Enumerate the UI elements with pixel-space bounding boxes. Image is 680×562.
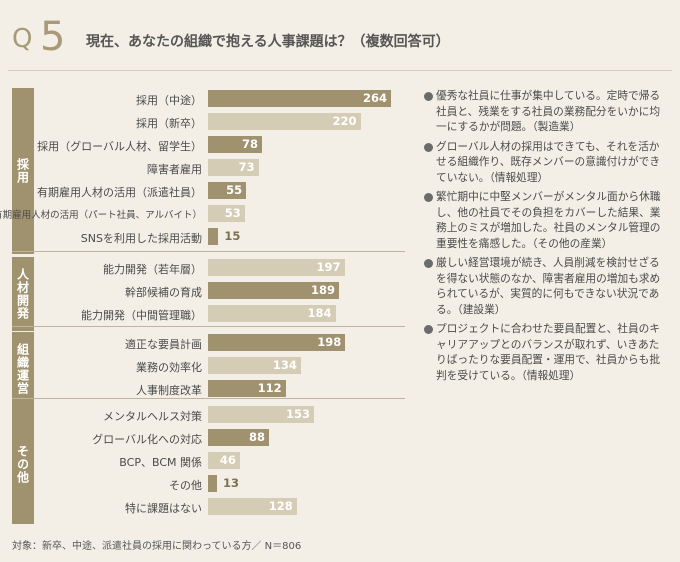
comment-text: グローバル人材の採用はできても、それを活かせる組織作り、既存メンバーの意識付けが… <box>436 139 661 184</box>
bar-value-label: 55 <box>226 183 243 197</box>
comment-text: 繁忙期中に中堅メンバーがメンタル面から休職し、他の社員でその負担をカバーした結果… <box>436 190 661 250</box>
comment-text: プロジェクトに合わせた要員配置と、社員のキャリアアップとのバランスが取れず、いき… <box>436 322 661 382</box>
question-number: 5 <box>40 14 66 60</box>
bullet-icon <box>424 92 433 101</box>
bar <box>208 429 269 446</box>
bar-category-label: 採用（新卒） <box>136 117 202 130</box>
bar-value-label: 189 <box>310 283 335 297</box>
bar-category-label: メンタルヘルス対策 <box>103 410 202 423</box>
bar-value-label: 46 <box>219 453 236 467</box>
bar-category-label: 特に課題はない <box>125 502 202 515</box>
bar-category-label: 幹部候補の育成 <box>125 286 202 299</box>
group-tab-3: その他 <box>12 404 34 524</box>
question-prefix: Q <box>12 24 33 54</box>
question-title: 現在、あなたの組織で抱える人事課題は？（複数回答可） <box>86 34 450 50</box>
comment-item: 優秀な社員に仕事が集中している。定時で帰る社員と、残業をする社員の業務配分をいか… <box>424 88 664 135</box>
bar-category-label: 採用（中途） <box>136 94 202 107</box>
bar <box>208 205 245 222</box>
header-divider <box>8 70 672 71</box>
bar-category-label: BCP、BCM 関係 <box>119 456 202 469</box>
bar-value-label: 134 <box>272 358 297 372</box>
bar-value-label: 73 <box>238 160 255 174</box>
bar-category-label: 業務の効率化 <box>136 361 202 374</box>
group-separator <box>12 398 405 399</box>
comments-list: 優秀な社員に仕事が集中している。定時で帰る社員と、残業をする社員の業務配分をいか… <box>424 88 664 387</box>
group-tab-2: 組織運営 <box>12 332 34 406</box>
bullet-icon <box>424 142 433 152</box>
comment-item: 繁忙期中に中堅メンバーがメンタル面から休職し、他の社員でその負担をカバーした結果… <box>424 189 664 251</box>
bar-category-label: 能力開発（若年層） <box>103 263 202 276</box>
comment-item: プロジェクトに合わせた要員配置と、社員のキャリアアップとのバランスが取れず、いき… <box>424 321 664 383</box>
group-label: その他 <box>15 444 30 484</box>
group-separator <box>12 326 405 327</box>
comment-item: 厳しい経営環境が続き、人員削減を検討せざるを得ない状態のなか、障害者雇用の増加も… <box>424 255 664 317</box>
bar-category-label: 能力開発（中間管理職） <box>81 309 202 322</box>
bar-category-label: 有期雇用人材の活用（パート社員、アルバイト） <box>0 210 202 221</box>
group-label: 人材開発 <box>15 268 30 320</box>
bar-category-label: 適正な要員計画 <box>125 338 202 351</box>
bar <box>208 452 240 469</box>
bar-value-label: 53 <box>224 206 241 220</box>
bar <box>208 113 361 130</box>
bar-value-label: 13 <box>223 476 240 490</box>
group-separator <box>12 251 405 252</box>
bar <box>208 90 391 107</box>
bullet-icon <box>424 325 433 334</box>
group-label: 組織運営 <box>15 343 30 395</box>
bar-value-label: 153 <box>286 407 311 421</box>
group-tab-0: 採用 <box>12 88 34 254</box>
bar-value-label: 15 <box>224 229 241 243</box>
group-tab-1: 人材開発 <box>12 257 34 331</box>
group-label: 採用 <box>15 158 30 184</box>
comment-text: 優秀な社員に仕事が集中している。定時で帰る社員と、残業をする社員の業務配分をいか… <box>436 89 661 133</box>
comment-item: グローバル人材の採用はできても、それを活かせる組織作り、既存メンバーの意識付けが… <box>424 139 664 186</box>
bullet-icon <box>424 259 433 268</box>
comment-text: 厳しい経営環境が続き、人員削減を検討せざるを得ない状態のなか、障害者雇用の増加も… <box>436 256 661 316</box>
bar-category-label: その他 <box>169 479 202 492</box>
bar <box>208 305 336 322</box>
bar <box>208 259 345 276</box>
bar <box>208 380 286 397</box>
bullet-icon <box>424 193 433 202</box>
bar-category-label: SNSを利用した採用活動 <box>80 232 202 245</box>
bar <box>208 136 263 153</box>
bar-value-label: 197 <box>316 260 341 274</box>
footnote: 対象：新卒、中途、派遣社員の採用に関わっている方／ N＝806 <box>12 541 302 552</box>
bar-category-label: グローバル化への対応 <box>92 433 202 446</box>
bar-category-label: 障害者雇用 <box>147 163 202 176</box>
bar-value-label: 88 <box>248 430 265 444</box>
bar-value-label: 128 <box>268 499 293 513</box>
bar-value-label: 184 <box>307 306 332 320</box>
bar-category-label: 採用（グローバル人材、留学生） <box>37 140 202 153</box>
bar-category-label: 人事制度改革 <box>136 384 202 397</box>
bar <box>208 182 247 199</box>
bar <box>208 159 259 176</box>
bar-category-label: 有期雇用人材の活用（派遣社員） <box>37 186 202 199</box>
question-header: Q 5 現在、あなたの組織で抱える人事課題は？（複数回答可） <box>0 0 680 70</box>
bar <box>208 498 297 515</box>
bar <box>208 334 346 351</box>
bar <box>208 357 301 374</box>
bar-value-label: 198 <box>317 335 342 349</box>
bar <box>208 406 315 423</box>
bar-value-label: 220 <box>332 114 357 128</box>
bar <box>208 282 339 299</box>
bar-value-label: 112 <box>257 381 282 395</box>
bar-value-label: 264 <box>362 91 387 105</box>
bar <box>208 228 219 245</box>
bar-value-label: 78 <box>242 137 259 151</box>
bar <box>208 475 217 492</box>
